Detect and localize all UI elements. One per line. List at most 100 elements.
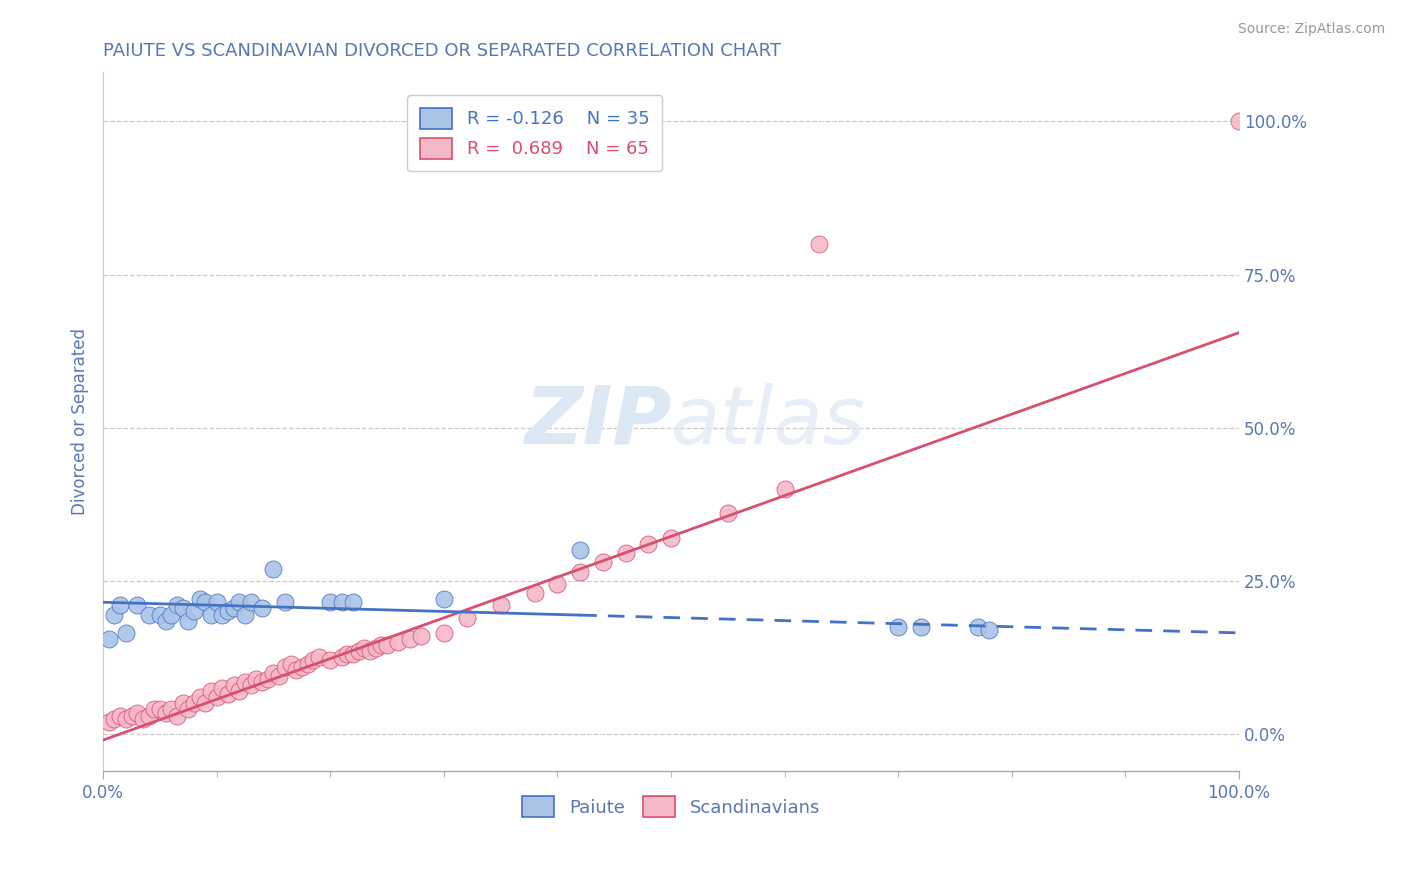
Point [194,595,217,609]
Point [205,595,228,609]
Point [172,696,194,710]
Point [149,607,172,622]
Point [637,537,659,551]
Point [239,678,262,692]
Point [308,650,330,665]
Point [217,687,239,701]
Point [103,712,125,726]
Point [222,601,245,615]
Point [387,635,409,649]
Point [160,702,183,716]
Point [155,706,177,720]
Point [233,607,256,622]
Text: ZIP: ZIP [523,383,671,460]
Point [97,632,120,646]
Point [370,638,392,652]
Point [592,556,614,570]
Point [263,561,285,575]
Point [188,690,211,705]
Point [211,607,233,622]
Point [172,601,194,615]
Point [132,712,155,726]
Point [274,595,297,609]
Point [239,595,262,609]
Point [274,659,297,673]
Point [127,599,149,613]
Legend: Paiute, Scandinavians: Paiute, Scandinavians [515,789,827,824]
Point [1227,114,1250,128]
Point [411,629,433,643]
Point [205,690,228,705]
Point [569,543,592,558]
Point [966,620,988,634]
Point [269,669,291,683]
Point [569,565,592,579]
Point [155,614,177,628]
Point [319,595,342,609]
Point [291,659,314,673]
Point [910,620,932,634]
Point [143,702,166,716]
Text: PAIUTE VS SCANDINAVIAN DIVORCED OR SEPARATED CORRELATION CHART: PAIUTE VS SCANDINAVIAN DIVORCED OR SEPAR… [103,42,782,60]
Text: atlas: atlas [671,383,866,460]
Point [285,663,308,677]
Point [523,586,546,600]
Point [398,632,420,646]
Point [887,620,910,634]
Point [330,595,353,609]
Point [138,607,160,622]
Point [103,607,125,622]
Point [166,708,188,723]
Point [375,638,398,652]
Point [433,592,456,607]
Point [200,684,222,698]
Y-axis label: Divorced or Separated: Divorced or Separated [72,328,89,515]
Point [297,657,319,671]
Point [319,653,342,667]
Point [228,595,250,609]
Point [302,653,325,667]
Point [353,641,375,656]
Point [456,610,478,624]
Point [659,531,682,545]
Point [160,607,183,622]
Point [263,665,285,680]
Point [222,678,245,692]
Point [614,546,637,560]
Point [250,674,273,689]
Point [194,696,217,710]
Point [166,599,188,613]
Point [211,681,233,695]
Point [347,644,370,658]
Point [245,672,267,686]
Point [359,644,381,658]
Point [717,507,740,521]
Point [138,708,160,723]
Point [177,614,200,628]
Point [228,684,250,698]
Point [217,604,239,618]
Point [489,599,512,613]
Point [773,482,796,496]
Point [433,626,456,640]
Point [342,595,364,609]
Point [127,706,149,720]
Point [177,702,200,716]
Point [280,657,302,671]
Point [977,623,1000,637]
Point [121,708,143,723]
Point [115,712,138,726]
Point [183,604,205,618]
Point [807,236,830,251]
Point [108,708,131,723]
Point [97,714,120,729]
Text: Source: ZipAtlas.com: Source: ZipAtlas.com [1237,22,1385,37]
Point [250,601,273,615]
Point [183,696,205,710]
Point [256,672,278,686]
Point [233,674,256,689]
Point [546,577,568,591]
Point [108,599,131,613]
Point [342,648,364,662]
Point [330,650,353,665]
